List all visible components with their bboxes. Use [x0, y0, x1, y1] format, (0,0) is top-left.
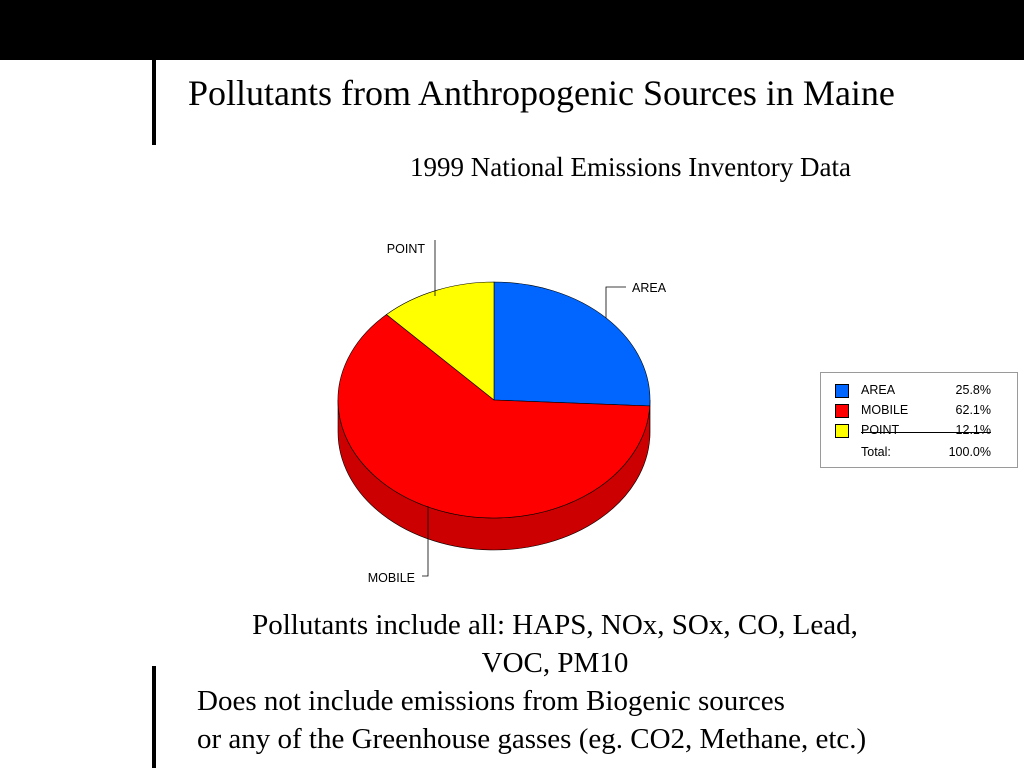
pie-slice-area — [493, 281, 651, 407]
callout-label-point: POINT — [387, 242, 426, 256]
vertical-rule-top — [152, 60, 156, 145]
legend-value-mobile: 62.1% — [955, 403, 991, 417]
legend-value-point: 12.1% — [955, 423, 991, 437]
vertical-rule-bottom — [152, 666, 156, 768]
legend-item-mobile: MOBILE 62.1% — [835, 402, 1005, 420]
chart-legend: AREA 25.8% MOBILE 62.1% POINT 12.1% Tota… — [820, 372, 1018, 468]
pollutants-note-line1: Pollutants include all: HAPS, NOx, SOx, … — [252, 609, 858, 641]
slide-title: Pollutants from Anthropogenic Sources in… — [188, 73, 895, 113]
legend-total-value: 100.0% — [948, 445, 991, 459]
top-black-bar — [0, 0, 1024, 60]
chart-subtitle: 1999 National Emissions Inventory Data — [410, 152, 851, 182]
legend-value-area: 25.8% — [955, 383, 991, 397]
legend-swatch-point — [835, 424, 849, 438]
legend-label-area: AREA — [861, 383, 896, 397]
legend-label-mobile: MOBILE — [861, 403, 909, 417]
legend-total-rule — [861, 432, 991, 433]
legend-label-point: POINT — [861, 423, 900, 437]
exclusions-note-line1: Does not include emissions from Biogenic… — [197, 685, 785, 717]
pollutants-note-line2: VOC, PM10 — [481, 647, 629, 679]
legend-item-point: POINT 12.1% — [835, 422, 1005, 440]
legend-swatch-area — [835, 384, 849, 398]
pollutants-note: Pollutants include all: HAPS, NOx, SOx, … — [170, 606, 940, 682]
legend-total: Total: 100.0% — [835, 444, 1005, 462]
legend-swatch-mobile — [835, 404, 849, 418]
callout-line-area — [605, 286, 626, 318]
callout-line-mobile — [422, 506, 429, 577]
exclusions-note-line2: or any of the Greenhouse gasses (eg. CO2… — [197, 723, 867, 755]
callout-label-area: AREA — [632, 281, 667, 295]
exclusions-note: Does not include emissions from Biogenic… — [197, 682, 866, 758]
pie-slice-point — [386, 281, 495, 401]
pie-slice-mobile — [337, 314, 651, 519]
legend-item-area: AREA 25.8% — [835, 382, 1005, 400]
legend-total-label: Total: — [861, 445, 891, 459]
callout-label-mobile: MOBILE — [368, 571, 415, 585]
pie-chart: AREA MOBILE POINT — [337, 240, 667, 585]
